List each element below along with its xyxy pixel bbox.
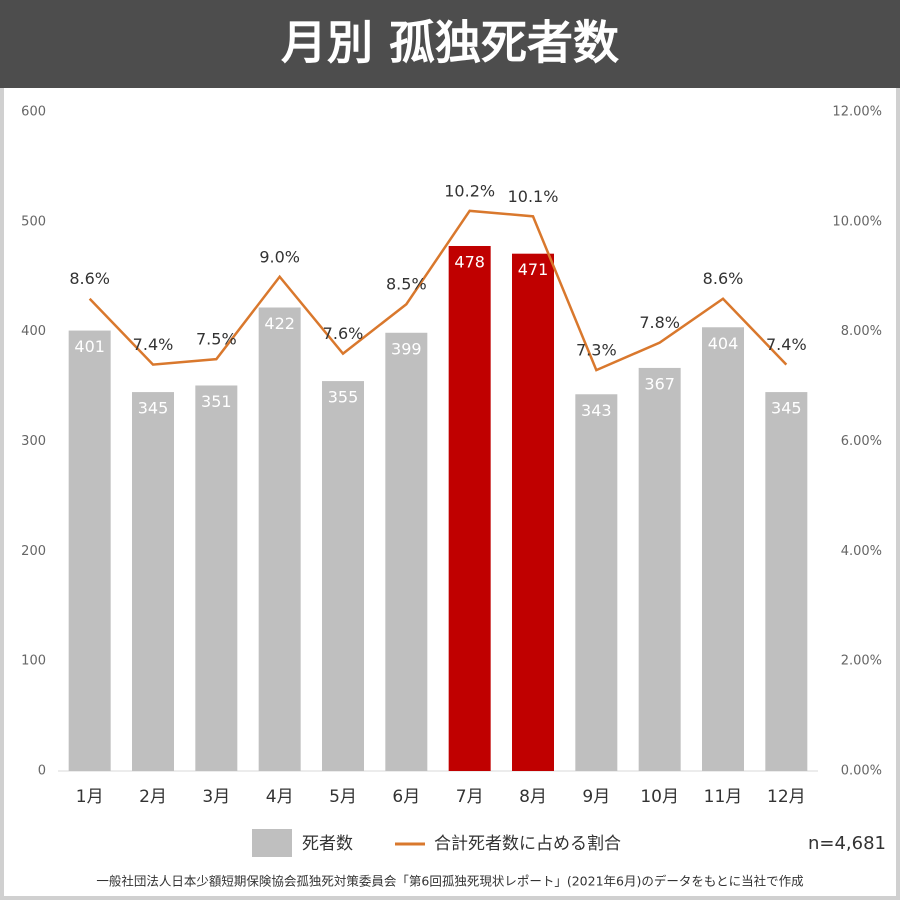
y-tick-label: 400 — [21, 324, 46, 339]
bar-value-label: 343 — [581, 401, 612, 420]
bar-value-label: 399 — [391, 339, 422, 358]
bar — [195, 385, 238, 771]
line-value-label: 8.6% — [69, 269, 110, 288]
bar-value-label: 404 — [708, 334, 739, 353]
x-tick-label: 4月 — [266, 787, 294, 807]
y-tick-label: 200 — [21, 544, 46, 559]
bar — [448, 245, 491, 771]
line-value-label: 7.5% — [196, 330, 237, 349]
line-value-label: 10.1% — [508, 187, 559, 206]
y2-tick-label: 8.00% — [841, 324, 882, 339]
header — [0, 0, 900, 88]
bar — [385, 332, 428, 771]
bar-value-label: 422 — [264, 314, 295, 333]
line-value-label: 7.4% — [133, 335, 174, 354]
line — [88, 209, 788, 372]
note: n=4,681 — [808, 833, 886, 854]
bar-value-label: 355 — [328, 388, 359, 407]
y2-tick-label: 0.00% — [841, 764, 882, 779]
y2-tick-label: 4.00% — [841, 544, 882, 559]
legend-label: 合計死者数に占める割合 — [434, 834, 621, 854]
bar — [68, 330, 111, 771]
bar-value-label: 345 — [771, 399, 802, 418]
legend-swatch — [252, 829, 292, 857]
line-value-label: 8.5% — [386, 275, 427, 294]
x-tick-label: 10月 — [640, 787, 679, 807]
x-tick-label: 9月 — [582, 787, 610, 807]
legend-label: 死者数 — [302, 834, 353, 854]
line-value-label: 7.8% — [639, 313, 680, 332]
line-value-label: 8.6% — [703, 269, 744, 288]
y-tick-label: 300 — [21, 434, 46, 449]
y2-tick-label: 6.00% — [841, 434, 882, 449]
y2-tick-label: 10.00% — [832, 214, 882, 229]
x-tick-label: 8月 — [519, 787, 547, 807]
bar — [765, 392, 808, 771]
x-tick-label: 3月 — [202, 787, 230, 807]
line-value-label: 7.3% — [576, 341, 617, 360]
source: 一般社団法人日本少額短期保険協会孤独死対策委員会「第6回孤独死現状レポート」(2… — [96, 874, 803, 889]
bar — [258, 307, 301, 771]
y-tick-label: 100 — [21, 654, 46, 669]
x-tick-label: 6月 — [392, 787, 420, 807]
y2-tick-label: 12.00% — [832, 105, 882, 120]
bar — [638, 367, 681, 771]
x-tick-label: 5月 — [329, 787, 357, 807]
bar-value-label: 478 — [454, 252, 485, 271]
y-tick-label: 600 — [21, 105, 46, 120]
y-tick-label: 0 — [38, 764, 46, 779]
line-value-label: 7.6% — [323, 324, 364, 343]
x-tick-label: 12月 — [767, 787, 806, 807]
y-tick-label: 500 — [21, 214, 46, 229]
line-value-label: 9.0% — [259, 247, 300, 266]
x-tick-label: 11月 — [704, 787, 743, 807]
line-value-label: 10.2% — [444, 181, 495, 200]
bar-value-label: 471 — [518, 260, 549, 279]
bar — [132, 392, 174, 771]
bar — [322, 381, 364, 771]
chart-title: 月別 孤独死者数 — [281, 16, 619, 70]
bar-value-label: 351 — [201, 392, 232, 411]
bar-value-label: 401 — [74, 337, 105, 356]
bar — [702, 327, 744, 771]
bar — [575, 394, 618, 771]
bar-value-label: 367 — [644, 374, 675, 393]
x-tick-label: 1月 — [76, 787, 104, 807]
x-tick-label: 2月 — [139, 787, 167, 807]
x-tick-label: 7月 — [456, 787, 484, 807]
bar — [512, 253, 554, 771]
bar-value-label: 345 — [138, 399, 169, 418]
y2-tick-label: 2.00% — [841, 654, 882, 669]
line-value-label: 7.4% — [766, 335, 807, 354]
